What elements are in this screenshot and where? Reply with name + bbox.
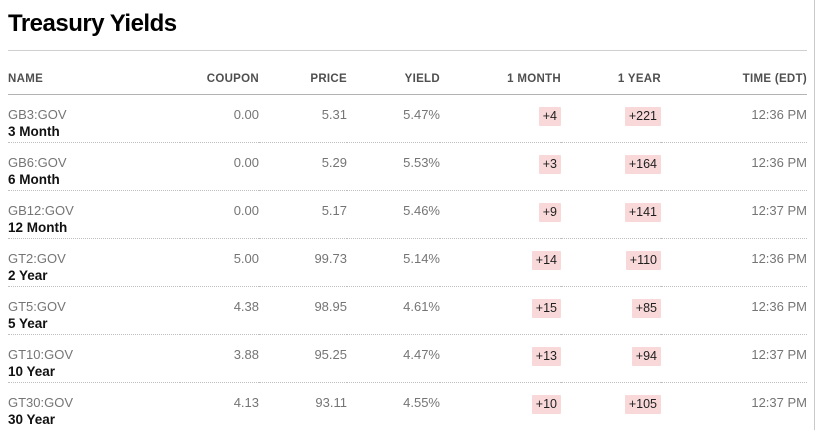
one-month-change-cell: +4 [440, 95, 561, 143]
table-row: GT2:GOV 2 Year 5.00 99.73 5.14% +14 +110… [8, 238, 807, 287]
one-year-change-badge: +141 [624, 203, 661, 222]
price-value: 95.25 [259, 334, 347, 383]
time-value: 12:36 PM [661, 286, 807, 335]
coupon-value: 5.00 [180, 238, 259, 287]
security-tenor-label: 5 Year [8, 316, 48, 331]
one-year-change-cell: +164 [561, 142, 661, 191]
one-month-change-cell: +3 [440, 142, 561, 191]
one-month-change-badge: +10 [531, 395, 561, 414]
one-month-change-cell: +9 [440, 190, 561, 239]
one-year-change-badge: +105 [624, 395, 661, 414]
one-year-change-badge: +85 [631, 299, 661, 318]
time-value: 12:36 PM [751, 107, 807, 122]
price-value: 98.95 [259, 286, 347, 335]
security-tenor-label: 3 Month [8, 124, 60, 139]
price-value: 5.29 [259, 142, 347, 191]
title-divider [8, 50, 807, 51]
table-row: GT5:GOV 5 Year 4.38 98.95 4.61% +15 +85 … [8, 286, 807, 335]
security-ticker-link[interactable]: GB6:GOV [8, 155, 67, 170]
yield-value: 4.47% [347, 334, 440, 383]
coupon-value: 0.00 [180, 142, 259, 191]
coupon-value: 0.00 [180, 190, 259, 239]
security-ticker-link[interactable]: GT10:GOV [8, 347, 74, 362]
security-tenor-label: 6 Month [8, 172, 60, 187]
price-value: 5.17 [259, 190, 347, 239]
one-year-change-cell: +110 [561, 238, 661, 287]
one-year-change-cell: +94 [561, 334, 661, 383]
time-value: 12:37 PM [661, 382, 807, 430]
col-header-one-year: 1 YEAR [561, 51, 661, 95]
coupon-value: 4.38 [180, 286, 259, 335]
time-value: 12:37 PM [661, 334, 807, 383]
col-header-name: NAME [8, 51, 180, 95]
yield-value: 5.47% [403, 107, 440, 122]
security-tenor-label: 10 Year [8, 364, 56, 379]
one-month-change-badge: +15 [531, 299, 561, 318]
yield-value: 4.55% [347, 382, 440, 430]
security-ticker-link[interactable]: GB12:GOV [8, 203, 74, 218]
security-ticker-link[interactable]: GT5:GOV [8, 299, 66, 314]
security-ticker-link[interactable]: GT30:GOV [8, 395, 74, 410]
one-year-change-badge: +221 [624, 107, 661, 126]
security-name-cell[interactable]: GB3:GOV 3 Month [8, 95, 180, 143]
one-month-change-badge: +13 [531, 347, 561, 366]
security-name-cell[interactable]: GB6:GOV 6 Month [8, 142, 180, 191]
table-row: GB12:GOV 12 Month 0.00 5.17 5.46% +9 +14… [8, 190, 807, 239]
one-month-change-cell: +14 [440, 238, 561, 287]
coupon-value: 0.00 [233, 107, 259, 122]
one-year-change-cell: +85 [561, 286, 661, 335]
time-value: 12:36 PM [661, 238, 807, 287]
table-row: GT30:GOV 30 Year 4.13 93.11 4.55% +10 +1… [8, 382, 807, 430]
security-ticker-link[interactable]: GT2:GOV [8, 251, 66, 266]
security-tenor-label: 2 Year [8, 268, 48, 283]
one-month-change-cell: +15 [440, 286, 561, 335]
one-month-change-cell: +13 [440, 334, 561, 383]
time-value: 12:37 PM [661, 190, 807, 239]
yield-value: 5.14% [347, 238, 440, 287]
security-name-cell[interactable]: GT2:GOV 2 Year [8, 238, 180, 287]
one-month-change-badge: +14 [531, 251, 561, 270]
coupon-value: 4.13 [180, 382, 259, 430]
security-name-cell[interactable]: GB12:GOV 12 Month [8, 190, 180, 239]
security-name-cell[interactable]: GT10:GOV 10 Year [8, 334, 180, 383]
price-value: 99.73 [259, 238, 347, 287]
yield-value: 5.53% [347, 142, 440, 191]
price-value: 5.31 [321, 107, 347, 122]
security-name-cell[interactable]: GT30:GOV 30 Year [8, 382, 180, 430]
security-name-cell[interactable]: GT5:GOV 5 Year [8, 286, 180, 335]
one-year-change-cell: +221 [561, 95, 661, 143]
one-year-change-badge: +110 [625, 251, 661, 270]
one-year-change-cell: +141 [561, 190, 661, 239]
time-value: 12:36 PM [661, 142, 807, 191]
table-row: GB3:GOV 3 Month 0.00 5.31 5.47% +4 +221 … [8, 95, 807, 143]
one-year-change-cell: +105 [561, 382, 661, 430]
yield-value: 4.61% [347, 286, 440, 335]
security-ticker-link[interactable]: GB3:GOV [8, 107, 67, 122]
table-header-row: NAME COUPON PRICE YIELD 1 MONTH 1 YEAR T… [8, 51, 807, 95]
table-row: GT10:GOV 10 Year 3.88 95.25 4.47% +13 +9… [8, 334, 807, 383]
one-month-change-badge: +9 [538, 203, 561, 222]
coupon-value: 3.88 [180, 334, 259, 383]
col-header-coupon: COUPON [180, 51, 259, 95]
one-month-change-badge: +4 [538, 107, 561, 126]
yield-value: 5.46% [347, 190, 440, 239]
one-year-change-badge: +94 [631, 347, 661, 366]
price-value: 93.11 [259, 382, 347, 430]
one-month-change-badge: +3 [538, 155, 561, 174]
col-header-yield: YIELD [347, 51, 440, 95]
col-header-price: PRICE [259, 51, 347, 95]
col-header-time: TIME (EDT) [661, 51, 807, 95]
table-row: GB6:GOV 6 Month 0.00 5.29 5.53% +3 +164 … [8, 142, 807, 191]
page-title: Treasury Yields [8, 10, 177, 37]
one-year-change-badge: +164 [624, 155, 661, 174]
treasury-yields-table: NAME COUPON PRICE YIELD 1 MONTH 1 YEAR T… [8, 51, 807, 430]
one-month-change-cell: +10 [440, 382, 561, 430]
col-header-one-month: 1 MONTH [440, 51, 561, 95]
security-tenor-label: 30 Year [8, 412, 56, 427]
security-tenor-label: 12 Month [8, 220, 68, 235]
